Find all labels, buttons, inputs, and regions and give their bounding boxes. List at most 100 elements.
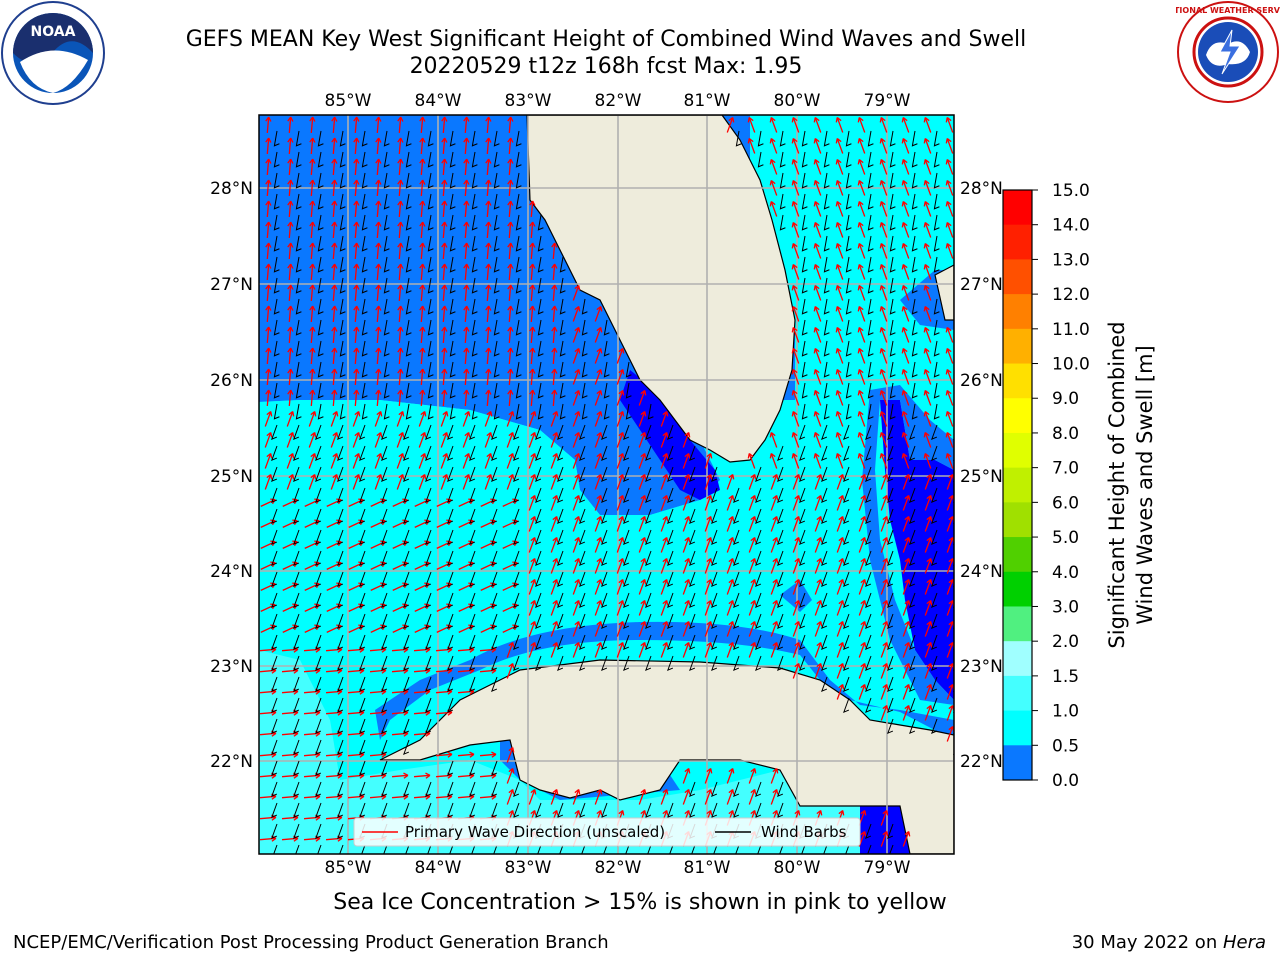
wave-arrow-head xyxy=(923,221,930,228)
wind-barb xyxy=(403,634,410,650)
wind-barb xyxy=(425,550,432,566)
wave-arrow-head xyxy=(901,389,908,396)
wind-barb xyxy=(471,298,478,315)
wave-arrow-head xyxy=(331,179,338,185)
wave-arrow xyxy=(836,180,844,196)
wind-barb xyxy=(581,340,588,357)
wave-arrow xyxy=(572,411,580,427)
wave-arrow xyxy=(704,558,712,574)
wave-arrow xyxy=(464,284,468,302)
wave-arrow-head xyxy=(507,116,514,122)
wind-barb xyxy=(293,697,300,713)
wave-arrow-head xyxy=(507,389,514,395)
lon-labels-top: 85°W 84°W 83°W 82°W 81°W 80°W 79°W xyxy=(325,91,911,111)
wind-barb xyxy=(471,844,476,854)
wave-arrow-head xyxy=(835,368,842,375)
wind-barb xyxy=(537,340,544,357)
wind-barb xyxy=(535,529,542,545)
wave-arrow xyxy=(682,432,690,448)
lat-labels-left: 28°N27°N26°N25°N24°N23°N22°N xyxy=(210,179,253,772)
wave-arrow xyxy=(836,243,844,259)
wave-arrow-head xyxy=(463,221,470,227)
wave-arrow xyxy=(530,221,534,239)
wave-arrow-head xyxy=(353,137,360,143)
wave-arrow-head xyxy=(596,410,603,417)
wave-arrow xyxy=(836,285,844,301)
wave-arrow-head xyxy=(574,788,581,795)
wind-barb xyxy=(339,193,346,210)
wind-barb xyxy=(645,802,652,818)
wave-arrow xyxy=(413,669,431,673)
wave-arrow-head xyxy=(879,263,886,270)
wind-barb xyxy=(956,152,961,167)
wind-barb xyxy=(733,613,740,629)
wind-barb xyxy=(755,487,762,503)
wave-arrow-head xyxy=(901,305,908,312)
wave-arrow-head xyxy=(838,662,845,669)
wind-barb xyxy=(579,550,586,566)
wind-barb xyxy=(295,193,302,210)
wind-barb xyxy=(381,718,388,734)
wind-barb xyxy=(491,676,498,692)
wave-arrow xyxy=(398,242,402,260)
wave-arrow-head xyxy=(419,116,426,122)
wave-arrow xyxy=(814,159,822,175)
wind-barb xyxy=(337,718,344,734)
wave-arrow xyxy=(858,180,866,196)
wave-arrow-head xyxy=(640,788,647,795)
wave-arrow-head xyxy=(529,200,536,206)
wave-arrow xyxy=(288,305,292,323)
wave-arrow xyxy=(946,138,954,154)
wind-barb xyxy=(359,676,366,692)
wave-arrow-head xyxy=(287,305,294,311)
wave-arrow-head xyxy=(728,788,735,795)
colorbar-tick-label: 6.0 xyxy=(1052,493,1079,513)
wave-arrow xyxy=(572,285,580,301)
wind-barb xyxy=(449,298,456,315)
wind-barb xyxy=(293,760,300,776)
wind-barb xyxy=(931,424,938,440)
wave-arrow xyxy=(770,516,778,532)
wave-arrow xyxy=(858,327,866,343)
colorbar-tick-label: 8.0 xyxy=(1052,424,1079,444)
wind-barb xyxy=(317,193,324,210)
wave-arrow-head xyxy=(419,263,426,269)
wave-arrow xyxy=(396,432,404,448)
wind-barb xyxy=(491,466,498,482)
wind-barb xyxy=(493,382,500,399)
wind-barb xyxy=(513,508,520,524)
wind-barb xyxy=(733,802,740,818)
wave-arrow xyxy=(572,453,580,469)
wave-arrow xyxy=(616,642,624,658)
wave-arrow xyxy=(748,600,756,616)
wave-arrow-head xyxy=(287,137,294,143)
wave-arrow xyxy=(457,753,475,757)
wave-arrow xyxy=(792,117,800,133)
wind-barb xyxy=(273,256,280,273)
wave-arrow-head xyxy=(945,200,952,207)
wind-barb xyxy=(777,613,784,629)
nws-logo-text: NATIONAL WEATHER SERVICE xyxy=(1176,6,1280,15)
wave-arrow xyxy=(748,453,756,469)
wave-arrow-head xyxy=(945,137,952,144)
wave-arrow xyxy=(508,242,512,260)
wave-arrow xyxy=(594,516,602,532)
wave-arrow-head xyxy=(309,179,316,185)
wave-arrow-head xyxy=(860,830,867,837)
wave-arrow-head xyxy=(529,305,536,311)
wave-arrow xyxy=(902,201,910,217)
wave-arrow-head xyxy=(769,179,776,186)
wind-barb xyxy=(427,172,434,189)
wave-arrow xyxy=(902,600,910,616)
wind-barb xyxy=(271,550,278,566)
wave-arrow-head xyxy=(463,179,470,185)
wind-barb xyxy=(337,613,344,629)
wave-arrow-head xyxy=(901,158,908,165)
wind-barb xyxy=(471,130,478,147)
wave-arrow xyxy=(310,116,314,134)
wave-arrow-head xyxy=(507,326,514,332)
wave-arrow-head xyxy=(791,410,798,417)
wind-barb xyxy=(911,151,918,168)
wave-arrow-head xyxy=(507,305,514,311)
wave-arrow xyxy=(528,600,536,616)
